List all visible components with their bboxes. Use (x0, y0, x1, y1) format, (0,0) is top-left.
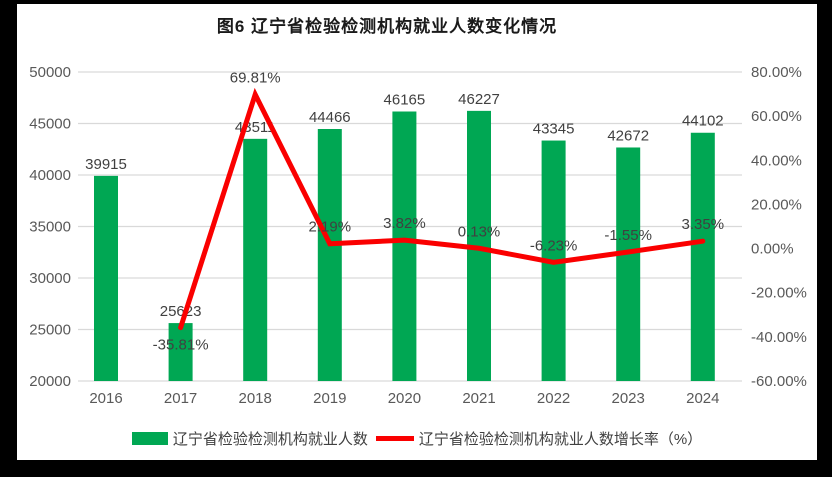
bar (690, 132, 715, 381)
legend-label-growth-rate: 辽宁省检验检测机构就业人数增长率（%） (418, 431, 703, 448)
x-axis-tick-label: 2020 (388, 390, 421, 407)
y-axis-tick-label: 35000 (29, 219, 71, 236)
y2-axis-tick-label: 40.00% (751, 152, 802, 169)
y2-axis-tick-label: -60.00% (751, 373, 807, 390)
bar (168, 323, 193, 381)
growth-point-label: 2.19% (309, 219, 352, 236)
bar-value-label: 46165 (384, 92, 426, 109)
bar (616, 147, 641, 381)
legend-label-employment: 辽宁省检验检测机构就业人数 (172, 431, 368, 448)
growth-point-label: 3.35% (682, 216, 725, 233)
bar-value-label: 25623 (160, 303, 202, 320)
bar (243, 138, 268, 381)
y2-axis-tick-label: 80.00% (751, 64, 802, 81)
x-axis-tick-label: 2018 (239, 390, 272, 407)
growth-point-label: -6.23% (530, 237, 578, 254)
bar (94, 175, 118, 381)
y2-axis-tick-label: 0.00% (751, 241, 794, 258)
x-axis-tick-label: 2021 (462, 390, 495, 407)
legend: 辽宁省检验检测机构就业人数 辽宁省检验检测机构就业人数增长率（%） (17, 428, 817, 449)
legend-bar-swatch (131, 432, 168, 445)
bar-value-label: 42672 (607, 127, 649, 144)
x-axis-tick-label: 2024 (686, 390, 719, 407)
legend-item-growth-rate: 辽宁省检验检测机构就业人数增长率（%） (375, 428, 703, 449)
x-axis-tick-label: 2016 (89, 390, 122, 407)
bar-value-label: 43345 (533, 121, 575, 138)
bar-value-label: 46227 (458, 91, 500, 108)
x-axis-tick-label: 2019 (313, 390, 346, 407)
plot-area: 50000 45000 40000 35000 30000 25000 20000 80.00… (29, 64, 807, 407)
y-axis-tick-label: 20000 (29, 373, 71, 390)
y2-axis-tick-label: -20.00% (751, 285, 807, 302)
chart-title: 图6 辽宁省检验检测机构就业人数变化情况 (216, 17, 558, 36)
y-axis-tick-label: 25000 (29, 322, 71, 339)
growth-point-label: -35.81% (153, 337, 209, 354)
x-axis-tick-label: 2017 (164, 390, 197, 407)
growth-point-label: -1.55% (604, 227, 652, 244)
bar-value-label: 44466 (309, 109, 351, 126)
growth-line (178, 87, 706, 331)
y2-axis-tick-label: 20.00% (751, 196, 802, 213)
y-axis-tick-label: 40000 (29, 167, 71, 184)
y-axis-tick-label: 45000 (29, 116, 71, 133)
bar (392, 111, 417, 382)
legend-line-swatch (375, 436, 414, 441)
growth-point-label: 0.13% (458, 223, 501, 240)
bar (317, 129, 342, 381)
growth-point-label: 69.81% (230, 69, 281, 86)
y-axis-tick-label: 30000 (29, 270, 71, 287)
y2-axis-tick-label: -40.00% (751, 329, 807, 346)
legend-item-employment: 辽宁省检验检测机构就业人数 (131, 428, 368, 449)
bar-value-label: 39915 (85, 156, 127, 173)
x-axis-tick-label: 2023 (612, 390, 645, 407)
y-axis-tick-label: 50000 (29, 64, 71, 81)
bar-value-label: 44102 (682, 113, 724, 130)
y2-axis-tick-label: 60.00% (751, 108, 802, 125)
chart-sheet: 图6 辽宁省检验检测机构就业人数变化情况 50000 45000 40000 3500… (17, 4, 817, 460)
growth-point-label: 3.82% (383, 215, 426, 232)
x-axis-tick-label: 2022 (537, 390, 570, 407)
